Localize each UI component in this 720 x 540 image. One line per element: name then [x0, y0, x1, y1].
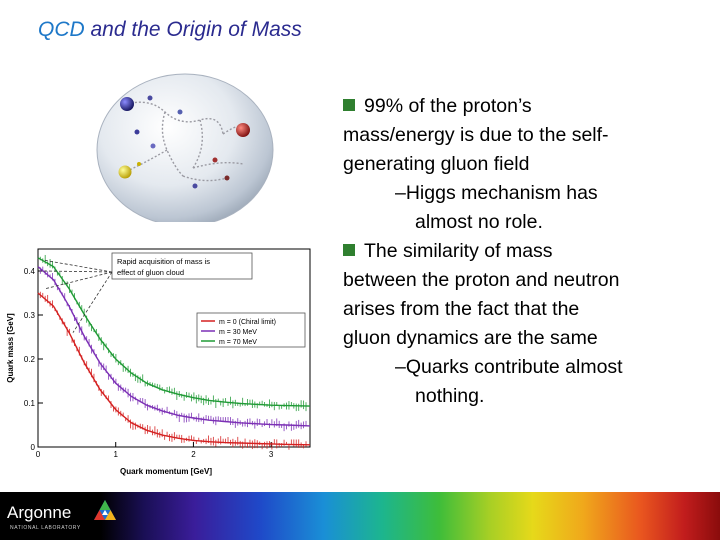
quark-blue: [120, 97, 134, 111]
slide-title-rest: and the Origin of Mass: [84, 18, 302, 41]
series-1: [37, 291, 311, 450]
bullet-1-line-2: mass/energy is due to the self-: [343, 124, 609, 146]
slide-title-accent: QCD: [38, 18, 85, 41]
y-tick-label: 0.1: [24, 399, 36, 408]
annotation: Rapid acquisition of mass is effect of g…: [42, 252, 253, 333]
annotation-line-1: Rapid acquisition of mass is: [117, 257, 210, 266]
y-tick-label: 0: [31, 443, 36, 452]
sub-bullet-2-line-1: –Quarks contribute almost: [395, 356, 623, 378]
x-tick-label: 0: [36, 450, 41, 459]
x-tick-label: 1: [113, 450, 118, 459]
bullet-2-line-2: between the proton and neutron: [343, 269, 620, 291]
annotation-arrow: [44, 270, 113, 273]
legend-label: m = 30 MeV: [219, 329, 257, 336]
sub-bullet-1-line-2: almost no role.: [415, 211, 543, 233]
x-axis-label: Quark momentum [GeV]: [120, 467, 212, 476]
logo-text: Argonne: [7, 503, 72, 522]
sub-bullet-2-line-2: nothing.: [415, 385, 485, 407]
x-tick-label: 3: [269, 450, 274, 459]
annotation-arrow: [45, 271, 113, 289]
series-line: [37, 266, 311, 427]
argonne-logo: Argonne NATIONAL LABORATORY: [4, 498, 134, 538]
bullet-2-line-1: The similarity of mass: [343, 237, 713, 266]
annotation-arrows: [42, 259, 113, 333]
argonne-triangle-icon: [94, 500, 116, 520]
bullet-square-icon: [343, 244, 355, 256]
logo-subtitle: NATIONAL LABORATORY: [10, 525, 81, 531]
legend-label: m = 70 MeV: [219, 339, 257, 346]
bullet-2-line-3: arises from the fact that the: [343, 298, 580, 320]
annotation-line-2: effect of gluon cloud: [117, 268, 184, 277]
chart-panel: 0 1 2 3 0 0.1 0.2 0.3 0.4 Rapid acquisition of m…: [0, 222, 340, 480]
bullet-square-icon: [343, 99, 355, 111]
series-3: [37, 254, 311, 412]
x-tick-label: 2: [191, 450, 196, 459]
bullet-1-line-3: generating gluon field: [343, 153, 530, 175]
annotation-box: [111, 252, 253, 280]
annotation-arrow: [72, 271, 113, 333]
proton-sphere-illustration: [96, 73, 274, 227]
series-line: [37, 257, 311, 407]
quark-mass-chart: 0 1 2 3 0 0.1 0.2 0.3 0.4 Rapid acquisition of m…: [6, 248, 311, 476]
y-tick-label: 0.2: [24, 355, 36, 364]
bullet-1-line-1: 99% of the proton’s: [343, 92, 713, 121]
y-axis-label: Quark mass [GeV]: [6, 313, 15, 383]
y-tick-label: 0.4: [24, 267, 36, 276]
quark-yellow: [118, 165, 132, 179]
slide-title: QCD and the Origin of Mass: [38, 18, 302, 42]
proton-sphere-body: [96, 73, 274, 227]
bullet-2-line-4: gluon dynamics are the same: [343, 327, 598, 349]
series-2: [37, 266, 311, 432]
quark-red: [236, 123, 250, 137]
annotation-arrow: [42, 259, 113, 273]
footer-bar: Argonne NATIONAL LABORATORY: [0, 492, 720, 540]
sub-bullet-1-line-1: –Higgs mechanism has: [395, 182, 598, 204]
chart-legend: m = 0 (Chiral limit) m = 30 MeV m = 70 MeV: [196, 312, 306, 348]
y-tick-label: 0.3: [24, 311, 36, 320]
series-line: [37, 292, 311, 446]
legend-label: m = 0 (Chiral limit): [219, 319, 276, 326]
bullet-list: 99% of the proton’s mass/energy is due t…: [343, 92, 713, 411]
